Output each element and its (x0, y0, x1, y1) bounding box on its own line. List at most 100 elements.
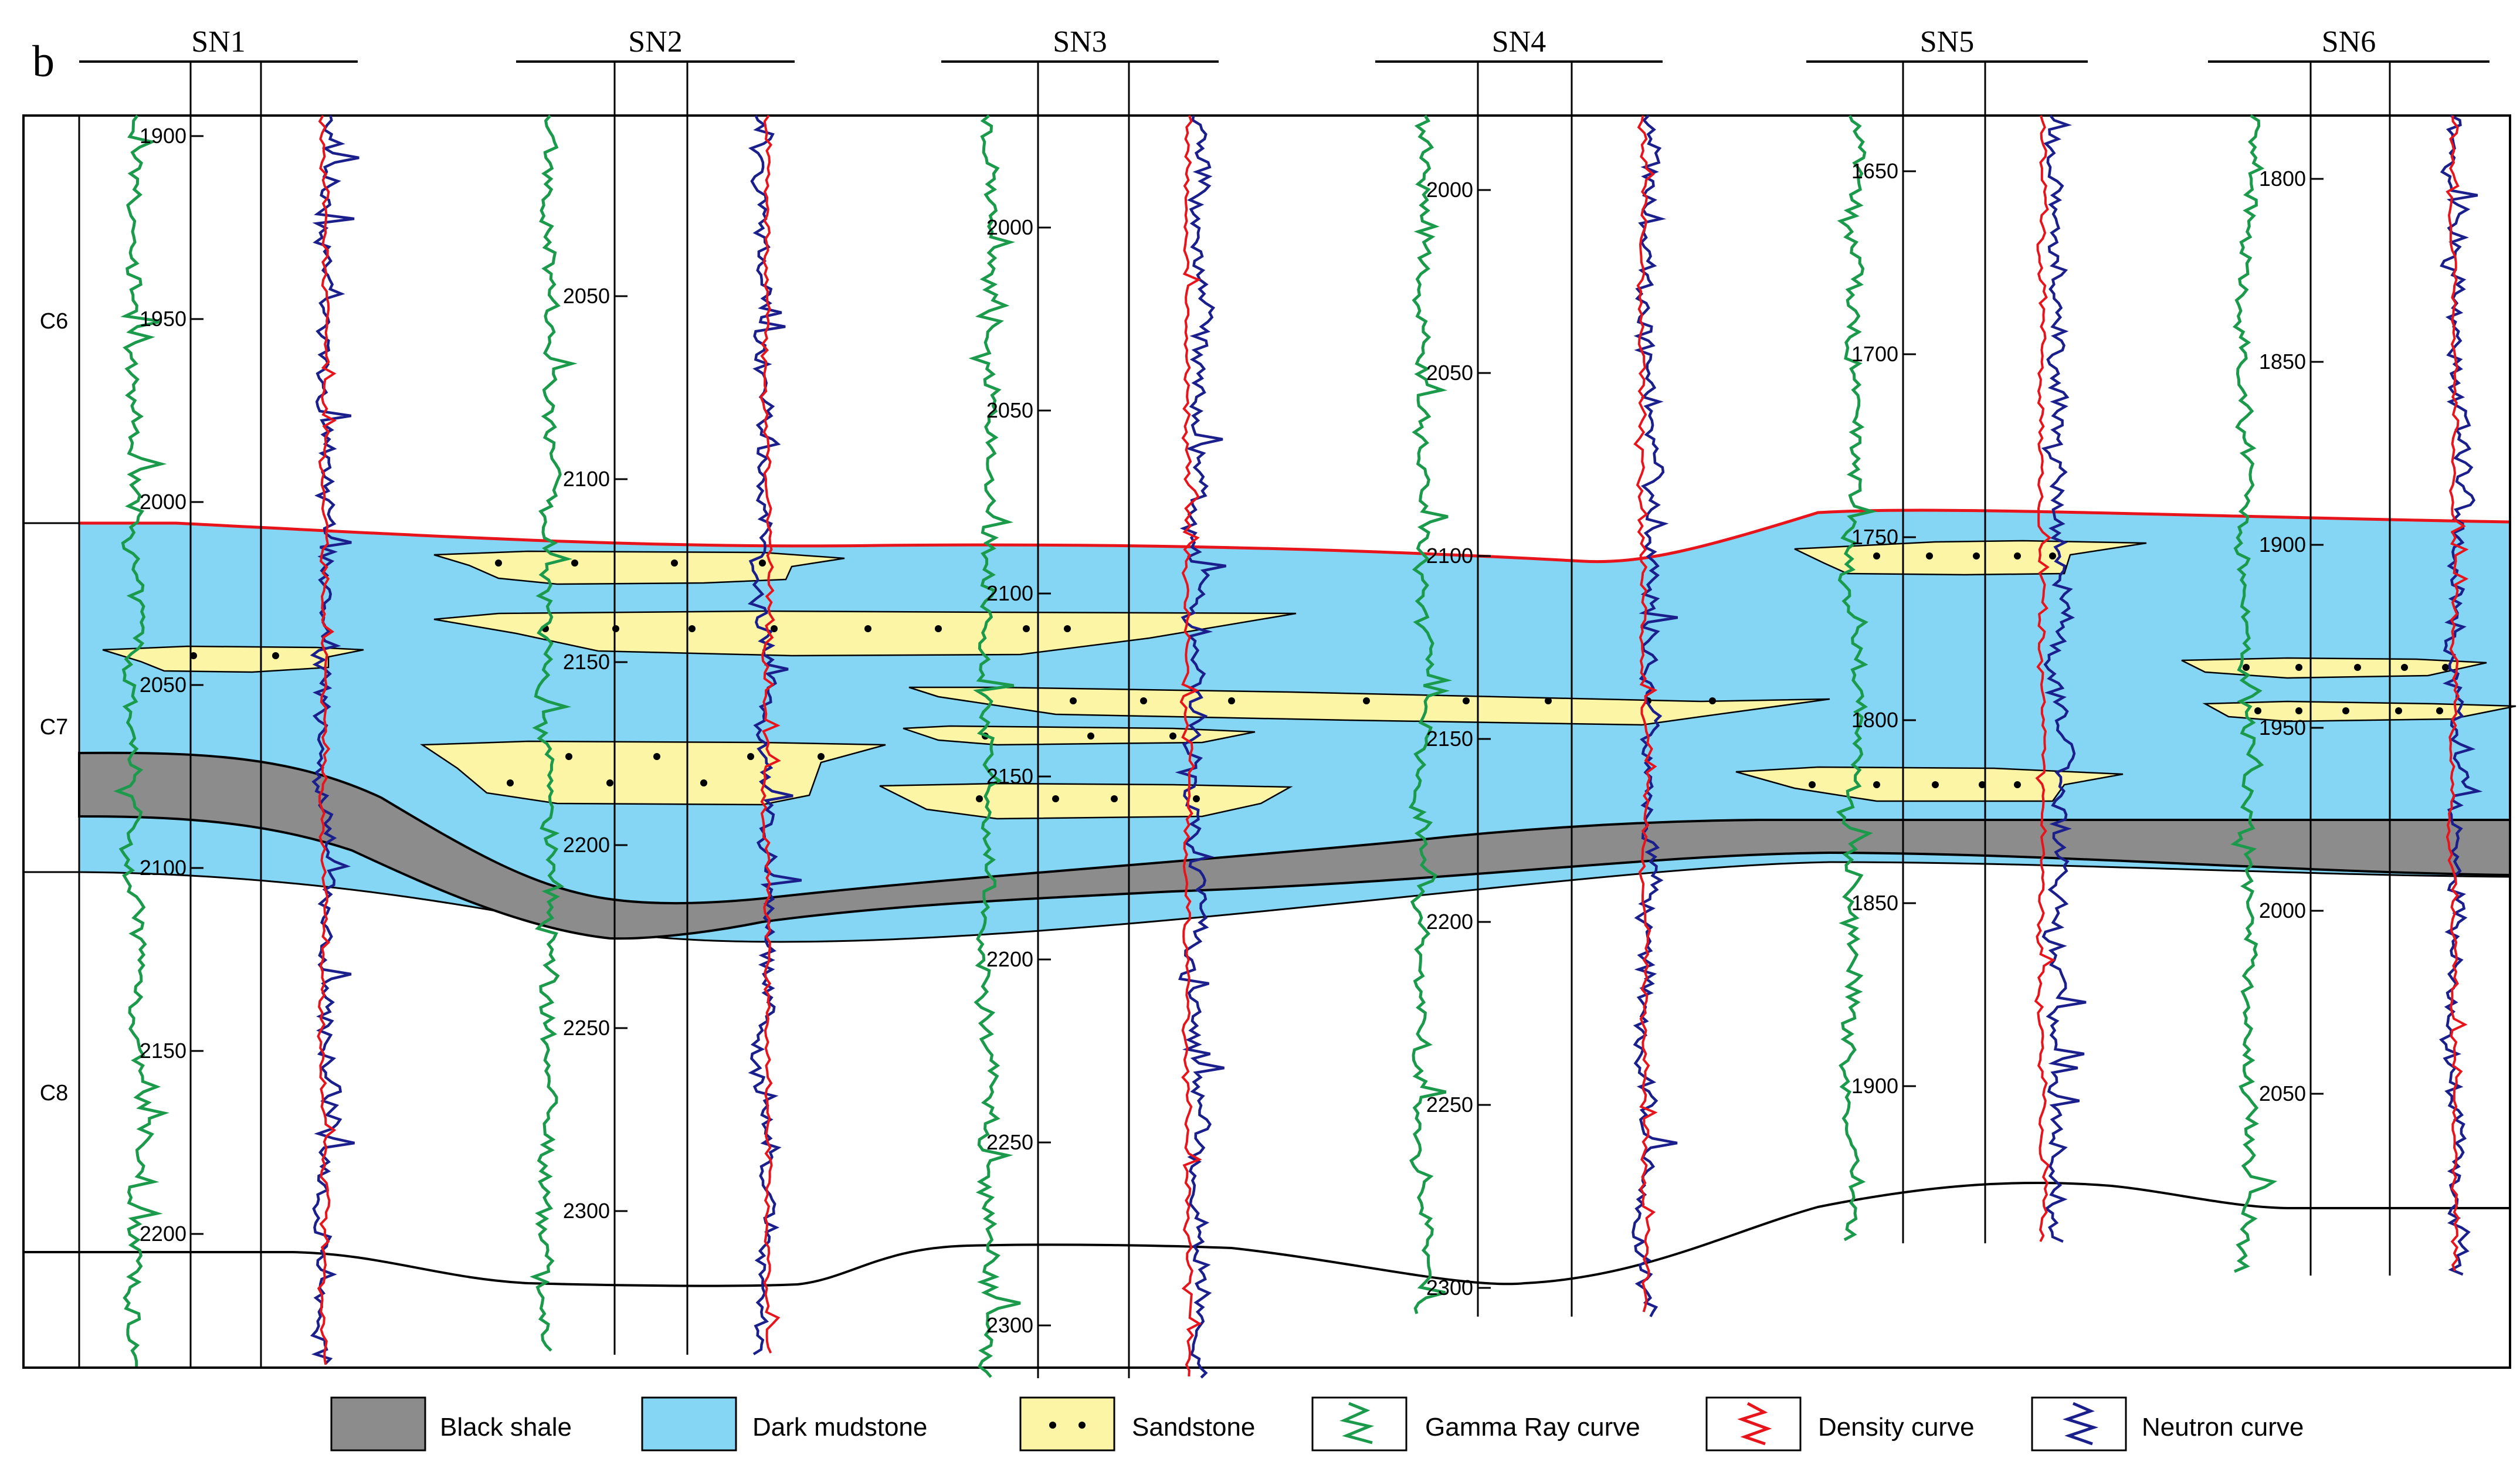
density-curve (1179, 115, 1202, 1377)
sand-dot (2295, 707, 2302, 714)
sandstone-lens (102, 645, 364, 673)
legend-label-black-shale: Black shale (440, 1413, 572, 1442)
sand-dot (1926, 552, 1933, 559)
sand-dot (653, 753, 660, 760)
gamma-ray-curve (968, 114, 1021, 1378)
c7-top-boundary (79, 508, 2511, 564)
sand-dot (1809, 781, 1816, 788)
depth-label: 2300 (563, 1199, 610, 1223)
black-shale-layer (78, 751, 2511, 940)
legend-swatch-dark-mudstone (641, 1396, 737, 1452)
sand-dot (1193, 795, 1200, 802)
sand-dot (2014, 781, 2021, 788)
gamma-ray-curve (113, 114, 169, 1367)
depth-label: 1800 (1851, 708, 1898, 732)
sand-dot (1052, 795, 1059, 802)
legend-label-neutron: Neutron curve (2142, 1413, 2304, 1442)
sandstone-lenses (102, 540, 2516, 820)
sand-dot (507, 779, 514, 786)
density-curve (2446, 115, 2469, 1271)
depth-label: 2050 (1426, 361, 1473, 385)
legend: Black shale Dark mudstone Sandstone Gamm… (330, 1396, 2304, 1452)
legend-item-sandstone: Sandstone (1019, 1396, 1255, 1452)
sand-dot (1873, 552, 1880, 559)
well-name: SN2 (628, 25, 682, 59)
depth-label: 1900 (140, 124, 186, 148)
legend-density-glyph (1737, 1402, 1772, 1446)
unit-label-c6: C6 (40, 309, 69, 334)
c8-bottom-boundary (23, 1181, 2510, 1287)
sand-dot (759, 559, 766, 567)
depth-label: 2100 (140, 856, 186, 880)
legend-sand-dot (1078, 1422, 1086, 1429)
gamma-ray-curve (530, 114, 578, 1352)
density-curve (1633, 115, 1658, 1313)
depth-label: 2250 (563, 1016, 610, 1040)
sand-dot (1979, 781, 1986, 788)
depth-label: 2300 (1426, 1276, 1473, 1300)
depth-label: 2150 (140, 1039, 186, 1063)
legend-label-density: Density curve (1818, 1413, 1975, 1442)
depth-label: 1950 (2259, 715, 2306, 740)
sand-dot (1363, 697, 1370, 704)
depth-label: 2150 (563, 650, 610, 674)
legend-gamma-ray-glyph (1339, 1402, 1375, 1444)
sand-dot (272, 652, 279, 659)
depth-label: 2050 (2259, 1081, 2306, 1105)
sand-dot (565, 753, 572, 760)
neutron-curve (2041, 114, 2087, 1243)
sand-dot (2354, 664, 2361, 671)
sand-dot (190, 652, 197, 659)
sand-dot (1140, 697, 1147, 704)
legend-item-black-shale: Black shale (330, 1396, 572, 1452)
depth-label: 2200 (140, 1222, 186, 1246)
sandstone-lens (433, 550, 845, 585)
sand-dot (671, 559, 678, 567)
sand-dot (1932, 781, 1939, 788)
depth-label: 2150 (986, 764, 1033, 788)
sand-dot (1463, 697, 1470, 704)
panel-label: b (32, 37, 55, 86)
sand-dot (864, 625, 871, 632)
gamma-ray-curve (1836, 115, 1878, 1242)
depth-label: 1900 (2259, 533, 2306, 557)
neutron-curve (1175, 115, 1226, 1379)
sand-dot (2401, 664, 2408, 671)
depth-label: 2100 (1426, 544, 1473, 568)
sand-dot (1023, 625, 1030, 632)
legend-item-neutron: Neutron curve (2031, 1396, 2304, 1452)
sandstone-lens (2202, 700, 2516, 723)
depth-label: 2150 (1426, 727, 1473, 751)
depth-label: 1900 (1851, 1074, 1898, 1098)
sand-dot (1873, 781, 1880, 788)
sand-dot (1087, 732, 1094, 740)
legend-item-gamma-ray: Gamma Ray curve (1311, 1396, 1640, 1452)
well-sn5: SN5 1650 1700 1750 1800 1850 1900 (1806, 25, 2088, 1243)
legend-label-sandstone: Sandstone (1132, 1413, 1255, 1442)
depth-label: 2300 (986, 1313, 1033, 1337)
sand-dot (612, 625, 619, 632)
sandstone-lens (1794, 540, 2147, 576)
sandstone-lens (433, 610, 1297, 657)
depth-label: 2000 (1426, 178, 1473, 202)
sand-dot (935, 625, 942, 632)
depth-label: 1750 (1851, 525, 1898, 549)
sand-dot (2395, 707, 2402, 714)
sand-dot (1070, 697, 1077, 704)
depth-label: 2200 (986, 947, 1033, 971)
sand-dot (976, 795, 983, 802)
well-sn3: SN3 2000 2050 2100 2150 2200 2250 2300 (941, 25, 1226, 1379)
sandstone-dots (190, 552, 2449, 802)
sand-dot (700, 779, 707, 786)
gamma-ray-curve (2230, 114, 2278, 1273)
depth-label: 2200 (1426, 910, 1473, 934)
depth-label: 2050 (563, 284, 610, 308)
legend-item-dark-mudstone: Dark mudstone (641, 1396, 927, 1452)
depth-label: 1700 (1851, 342, 1898, 366)
sand-dot (1228, 697, 1235, 704)
gamma-ray-curve (1408, 114, 1453, 1314)
sand-dot (771, 625, 778, 632)
sand-dot (2014, 552, 2021, 559)
